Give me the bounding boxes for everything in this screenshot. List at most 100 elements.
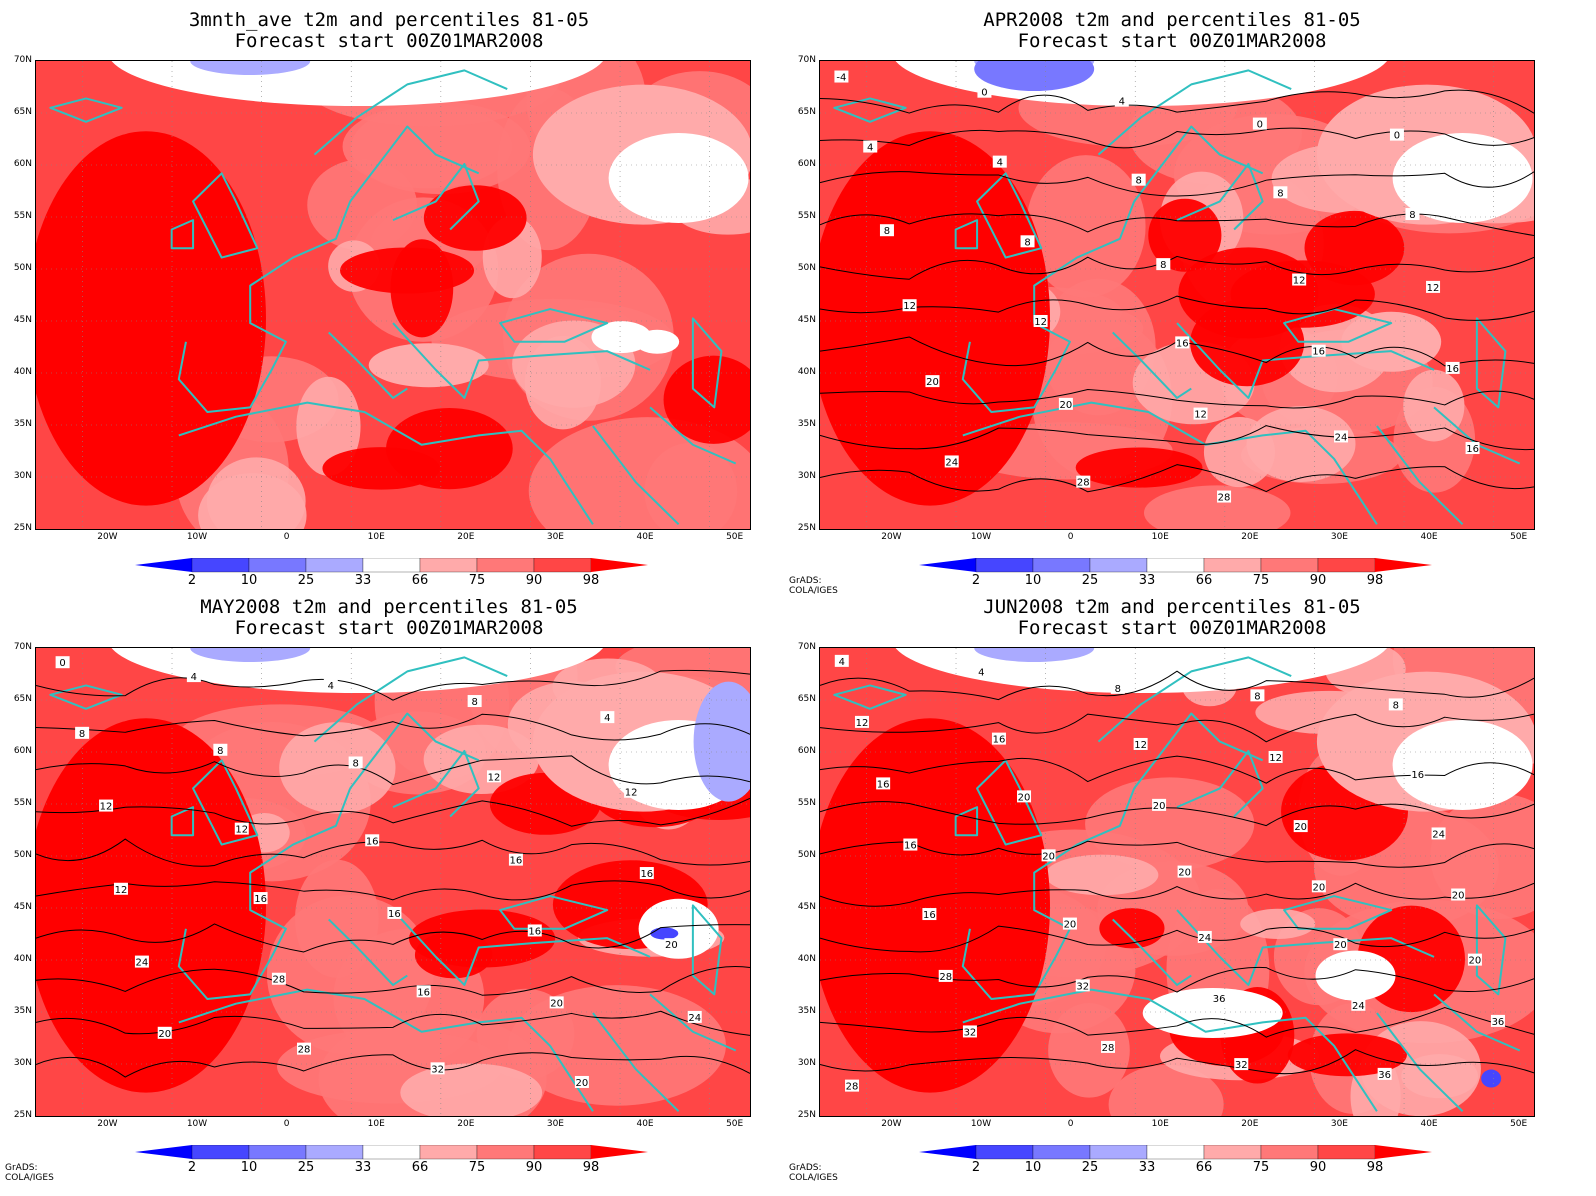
- lat-label: 40N: [13, 954, 32, 964]
- colorbar-segment: [1032, 1144, 1091, 1160]
- contour-label: 4: [600, 711, 615, 724]
- contour-label-text: 16: [1176, 338, 1189, 349]
- contour-label-text: 16: [510, 856, 523, 867]
- colorbar-segment: [362, 1144, 421, 1160]
- shade-patch: [198, 473, 307, 529]
- colorbar-segment: [1375, 558, 1432, 572]
- contour-label: 20: [664, 938, 679, 951]
- colorbar-segment: [305, 557, 364, 573]
- contour-label: 28: [938, 969, 953, 983]
- lat-label: 65N: [13, 694, 32, 704]
- contour-label: 12: [1033, 314, 1048, 328]
- contour-label: 8: [1156, 258, 1171, 271]
- shade-patch: [635, 329, 680, 354]
- contour-label: 16: [1311, 344, 1326, 358]
- contour-line: [820, 89, 1534, 114]
- colorbar: [919, 1144, 1432, 1160]
- lon-label: 30E: [1330, 1119, 1348, 1129]
- contour-label-text: 0: [1257, 120, 1263, 131]
- contour-label: 20: [1177, 865, 1192, 879]
- contour-line: [820, 295, 1534, 321]
- contour-label: 16: [1465, 442, 1480, 455]
- contour-label-text: 16: [1466, 444, 1479, 455]
- contour-label: 24: [944, 455, 959, 468]
- lat-label: 45N: [797, 902, 816, 912]
- lat-label: 55N: [13, 798, 32, 808]
- contour-label-text: 20: [926, 377, 939, 388]
- contour-label-text: 24: [1432, 829, 1445, 840]
- contour-line: [820, 171, 1534, 197]
- contour-label-text: 12: [903, 301, 916, 312]
- contour-label: 12: [1133, 737, 1148, 751]
- shade-patch: [650, 927, 679, 940]
- colorbar-segment: [1146, 557, 1205, 573]
- colorbar-segment: [305, 1144, 364, 1160]
- lat-label: 60N: [13, 159, 32, 169]
- coastline: [49, 97, 123, 123]
- contour-label: 16: [527, 924, 542, 937]
- shade-patch: [1045, 854, 1159, 896]
- coastline: [1283, 895, 1507, 996]
- contour-label-text: 12: [1194, 410, 1207, 421]
- shade-patch: [1246, 406, 1356, 482]
- contour-label: 32: [430, 1062, 445, 1075]
- contour-label: 28: [271, 972, 286, 986]
- colorbar-segment: [1203, 557, 1262, 573]
- lat-label: 55N: [13, 211, 32, 221]
- lat-label: 35N: [797, 1006, 816, 1016]
- contour-label-text: 4: [997, 158, 1003, 169]
- colorbar-segment: [1375, 1145, 1432, 1159]
- contour-label-text: 4: [839, 657, 845, 668]
- coastline: [392, 322, 651, 399]
- shade-patch: [820, 131, 1050, 506]
- title-line-1: 3mnth_ave t2m and percentiles 81-05: [188, 9, 590, 31]
- shade-patch: [1075, 447, 1203, 488]
- contour-label-text: 20: [1312, 882, 1325, 893]
- colorbar-wrap: [135, 1144, 665, 1165]
- colorbar-wrap: [135, 557, 665, 578]
- shade-patch: [1203, 416, 1276, 488]
- colorbar-segment: [1317, 1144, 1376, 1160]
- colorbar-tick-label: 98: [582, 573, 600, 588]
- shade-patch: [974, 648, 1095, 662]
- contour-label-text: 12: [1134, 740, 1147, 751]
- colorbar-segment: [419, 557, 478, 573]
- colorbar-segment: [419, 1144, 478, 1160]
- contour-label-text: 8: [1024, 237, 1030, 248]
- coastline: [1376, 993, 1521, 1113]
- colorbar-segment: [1317, 557, 1376, 573]
- contour-label: 16: [253, 892, 268, 905]
- contour-label-text: 16: [417, 987, 430, 998]
- contour-line: [36, 669, 750, 701]
- lon-label: 20W: [97, 532, 118, 542]
- contour-label: 20: [1293, 820, 1308, 833]
- contour-label-text: 20: [1469, 956, 1482, 967]
- contour-label: 20: [1041, 849, 1056, 862]
- lon-label: 0: [283, 1119, 290, 1129]
- contour-label: 20: [1451, 888, 1466, 902]
- contour-label-text: 4: [978, 667, 984, 678]
- lat-label: 50N: [797, 850, 816, 860]
- contour-label-text: 12: [1427, 283, 1440, 294]
- shade-patch: [386, 407, 513, 490]
- coastline: [833, 684, 907, 710]
- lon-label: 40E: [636, 1119, 654, 1129]
- contour-label: 16: [1175, 336, 1190, 349]
- colorbar-segment: [248, 1144, 307, 1160]
- contour-label: 16: [1410, 768, 1425, 781]
- shade-patch: [390, 239, 454, 338]
- contour-label-text: 16: [923, 910, 936, 921]
- contour-label: 4: [323, 678, 338, 692]
- coastline: [177, 201, 352, 413]
- coastline: [592, 406, 737, 526]
- contour-label-text: 4: [191, 672, 197, 683]
- lat-label: 70N: [13, 642, 32, 652]
- contour-line: [36, 966, 750, 996]
- contour-line: [820, 464, 1534, 493]
- grads-credit: GrADS: COLA/IGES: [789, 576, 838, 596]
- coastline: [49, 684, 123, 710]
- colorbar-tick-label: 98: [1366, 573, 1384, 588]
- colorbar-tick-label: 66: [1195, 1160, 1213, 1175]
- shade-patch: [1481, 1069, 1502, 1088]
- contour-label: 4: [1114, 94, 1129, 108]
